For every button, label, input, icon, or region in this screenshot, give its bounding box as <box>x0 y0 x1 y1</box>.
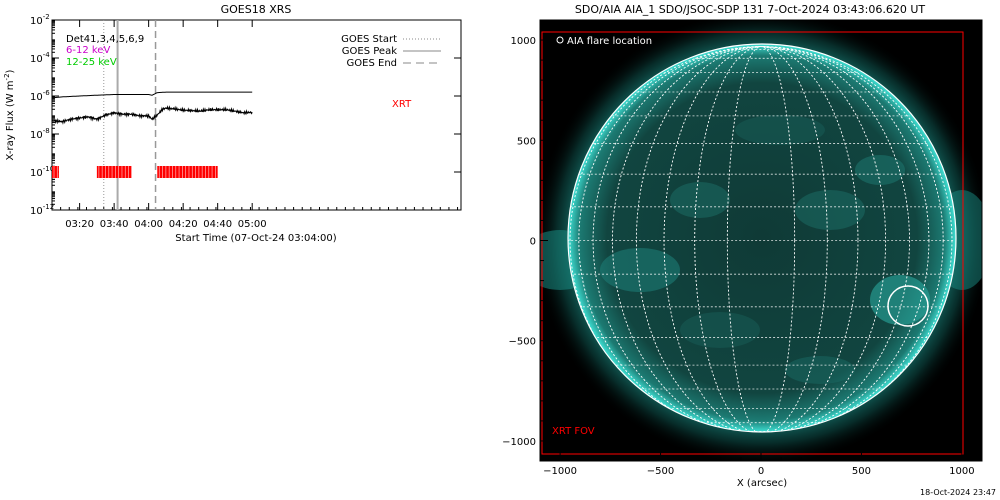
aia-y-tick-label: 1000 <box>511 36 536 47</box>
longitude-line <box>569 46 953 432</box>
goes-x-axis: 03:20 03:40 04:00 04:20 04:40 05:00 <box>51 20 459 230</box>
aia-title: SDO/AIA AIA_1 SDO/JSOC-SDP 131 7-Oct-202… <box>575 3 926 16</box>
legend-6-12-kev: 6-12 keV <box>66 45 110 56</box>
goes-short-channel-line <box>52 105 253 125</box>
goes-long-channel-line <box>52 91 253 99</box>
goes-x-axis-label: Start Time (07-Oct-24 03:04:00) <box>175 233 336 244</box>
aia-legend-circle-icon <box>556 36 564 44</box>
legend-goes-start: GOES Start <box>341 34 397 45</box>
aia-x-tick-label: 1000 <box>949 466 974 477</box>
aia-y-tick-label: −500 <box>509 337 536 348</box>
goes-y-tick-label: 10-10 <box>30 165 54 179</box>
goes-y-tick-label: 10-4 <box>30 51 50 65</box>
aia-legend: AIA flare location <box>556 36 652 47</box>
xrt-fov-box <box>541 31 964 455</box>
aia-x-tick-label: 500 <box>852 466 871 477</box>
legend-goes-end: GOES End <box>347 58 397 69</box>
goes-flux-curves <box>52 91 253 125</box>
goes-x-tick-label: 05:00 <box>238 219 267 230</box>
aia-y-tick-label: −1000 <box>502 437 536 448</box>
longitude-line <box>578 46 944 432</box>
footer-timestamp: 18-Oct-2024 23:47 <box>920 488 996 497</box>
legend-goes-peak: GOES Peak <box>342 46 397 57</box>
longitude-line <box>663 46 859 432</box>
longitude-line <box>694 46 828 432</box>
xrt-label: XRT <box>392 99 412 110</box>
goes-x-tick-label: 04:00 <box>134 219 163 230</box>
goes-x-tick-label: 04:40 <box>203 219 232 230</box>
goes-y-axis-label: X-ray Flux (W m-2) <box>3 69 16 160</box>
goes-y-axis: 10-12 10-10 10-8 10-6 10-4 10-2 <box>30 13 461 217</box>
aia-y-tick-label: 0 <box>530 237 536 248</box>
goes-y-tick-label: 10-2 <box>30 13 50 27</box>
xrt-coverage-bar <box>52 166 59 178</box>
aia-x-axis-label: X (arcsec) <box>737 478 787 489</box>
goes-plot-frame <box>51 19 462 211</box>
aia-y-axis: −1000 −500 0 500 1000 <box>502 19 548 462</box>
aia-x-tick-label: −500 <box>647 466 674 477</box>
aia-flare-location-marker <box>887 285 929 327</box>
goes-x-tick-label: 04:20 <box>169 219 198 230</box>
xrt-fov-label: XRT FOV <box>552 426 595 437</box>
solar-disk <box>568 44 956 432</box>
legend-12-25-kev: 12-25 keV <box>66 57 117 68</box>
goes-panel: GOES18 XRS 03:20 03:40 04:00 04:20 04:40 05:0… <box>3 3 462 244</box>
goes-y-tick-label: 10-6 <box>30 89 50 103</box>
goes-x-tick-label: 03:40 <box>100 219 129 230</box>
aia-x-tick-label: −1000 <box>543 466 577 477</box>
xrt-coverage-bars <box>52 166 218 178</box>
aia-x-tick-label: 0 <box>758 466 764 477</box>
aia-panel: SDO/AIA AIA_1 SDO/JSOC-SDP 131 7-Oct-202… <box>502 3 983 489</box>
aia-x-axis: −1000 −500 0 500 1000 <box>539 453 983 477</box>
goes-y-tick-label: 10-8 <box>30 127 50 141</box>
goes-event-legend: GOES Start GOES Peak GOES End <box>341 34 441 69</box>
legend-detectors: Det41,3,4,5,6,9 <box>66 34 144 45</box>
aia-y-tick-label: 500 <box>517 136 536 147</box>
longitude-line <box>635 46 887 432</box>
aia-legend-label: AIA flare location <box>567 36 652 47</box>
goes-y-tick-label: 10-12 <box>30 203 54 217</box>
goes-x-tick-label: 03:20 <box>65 219 94 230</box>
goes-title: GOES18 XRS <box>221 3 292 16</box>
solar-limb-outline <box>567 43 957 433</box>
